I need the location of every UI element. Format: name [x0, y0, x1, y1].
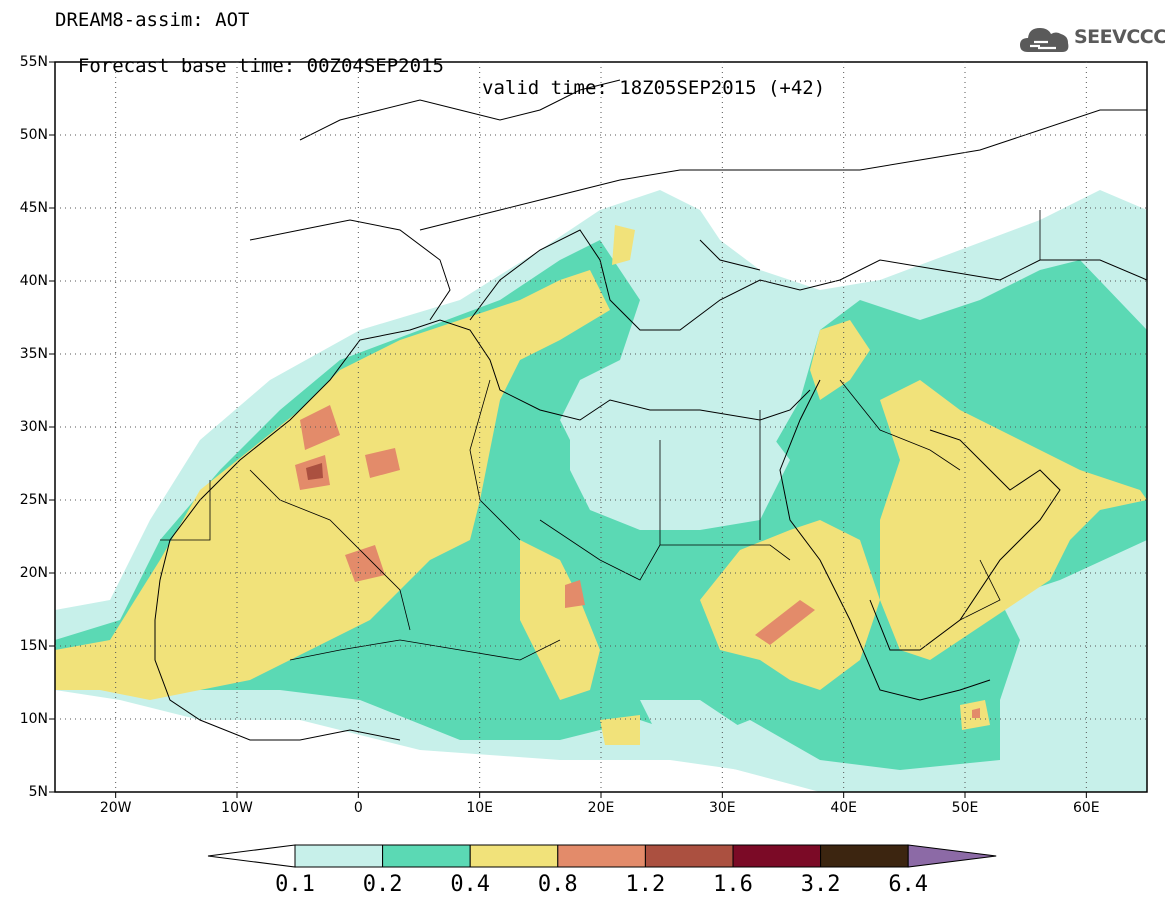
lon-label: 30E [708, 800, 736, 816]
colorbar-low-arrow [207, 844, 296, 868]
lat-label: 45N [19, 200, 48, 216]
colorbar-high-arrow [907, 844, 997, 868]
aot-band-1.2 [306, 463, 323, 480]
lat-label: 5N [28, 784, 48, 800]
axis-ticks [49, 61, 1087, 798]
colorbar-swatch [820, 844, 909, 868]
colorbar-swatch [644, 844, 734, 868]
lon-label: 0 [353, 800, 363, 816]
seevccc-logo: SEEVCCC [1018, 22, 1165, 56]
cloud-icon [1020, 28, 1069, 52]
chart-title: DREAM8-assim: AOT [55, 9, 250, 31]
colorbar-label: 0.4 [450, 872, 491, 897]
country-borders [160, 210, 1041, 661]
colorbar-label: 0.8 [537, 872, 578, 897]
lat-label: 40N [19, 273, 48, 289]
colorbar-swatch [732, 844, 822, 868]
colorbar-label: 3.2 [800, 872, 841, 897]
forecast-time: Forecast base time: 00Z04SEP2015 valid t… [55, 33, 825, 99]
lon-label: 10W [221, 800, 253, 816]
base-time: Forecast base time: 00Z04SEP2015 [77, 55, 444, 77]
colorbar-swatch [469, 844, 559, 868]
lat-label: 10N [19, 711, 48, 727]
colorbar-swatch [382, 844, 471, 868]
colorbar-label: 0.2 [362, 872, 403, 897]
lat-label: 35N [19, 346, 48, 362]
colorbar-swatch [557, 844, 646, 868]
lon-label: 40E [830, 800, 857, 816]
gridlines [55, 62, 1147, 792]
logo-text: SEEVCCC [1074, 26, 1165, 48]
lon-label: 20E [587, 800, 615, 816]
lat-label: 20N [19, 565, 48, 581]
colorbar-swatch [294, 844, 384, 868]
valid-time: valid time: 18Z05SEP2015 (+42) [482, 77, 826, 99]
aot-band-0.4 [55, 270, 610, 700]
lon-label: 20W [99, 800, 132, 816]
lat-label: 15N [19, 638, 48, 654]
colorbar-label: 0.1 [275, 872, 315, 897]
colorbar-label: 6.4 [888, 872, 929, 897]
colorbar-label: 1.6 [713, 872, 753, 897]
lat-label: 50N [19, 127, 48, 143]
lat-label: 25N [19, 492, 48, 508]
lat-label: 55N [19, 54, 48, 70]
coastlines [154, 79, 1147, 741]
aot-field [55, 79, 1147, 792]
lat-label: 30N [19, 419, 48, 435]
colorbar-label: 1.2 [625, 872, 666, 897]
lon-label: 60E [1072, 800, 1100, 816]
lon-label: 10E [466, 800, 493, 816]
lon-label: 50E [951, 800, 979, 816]
